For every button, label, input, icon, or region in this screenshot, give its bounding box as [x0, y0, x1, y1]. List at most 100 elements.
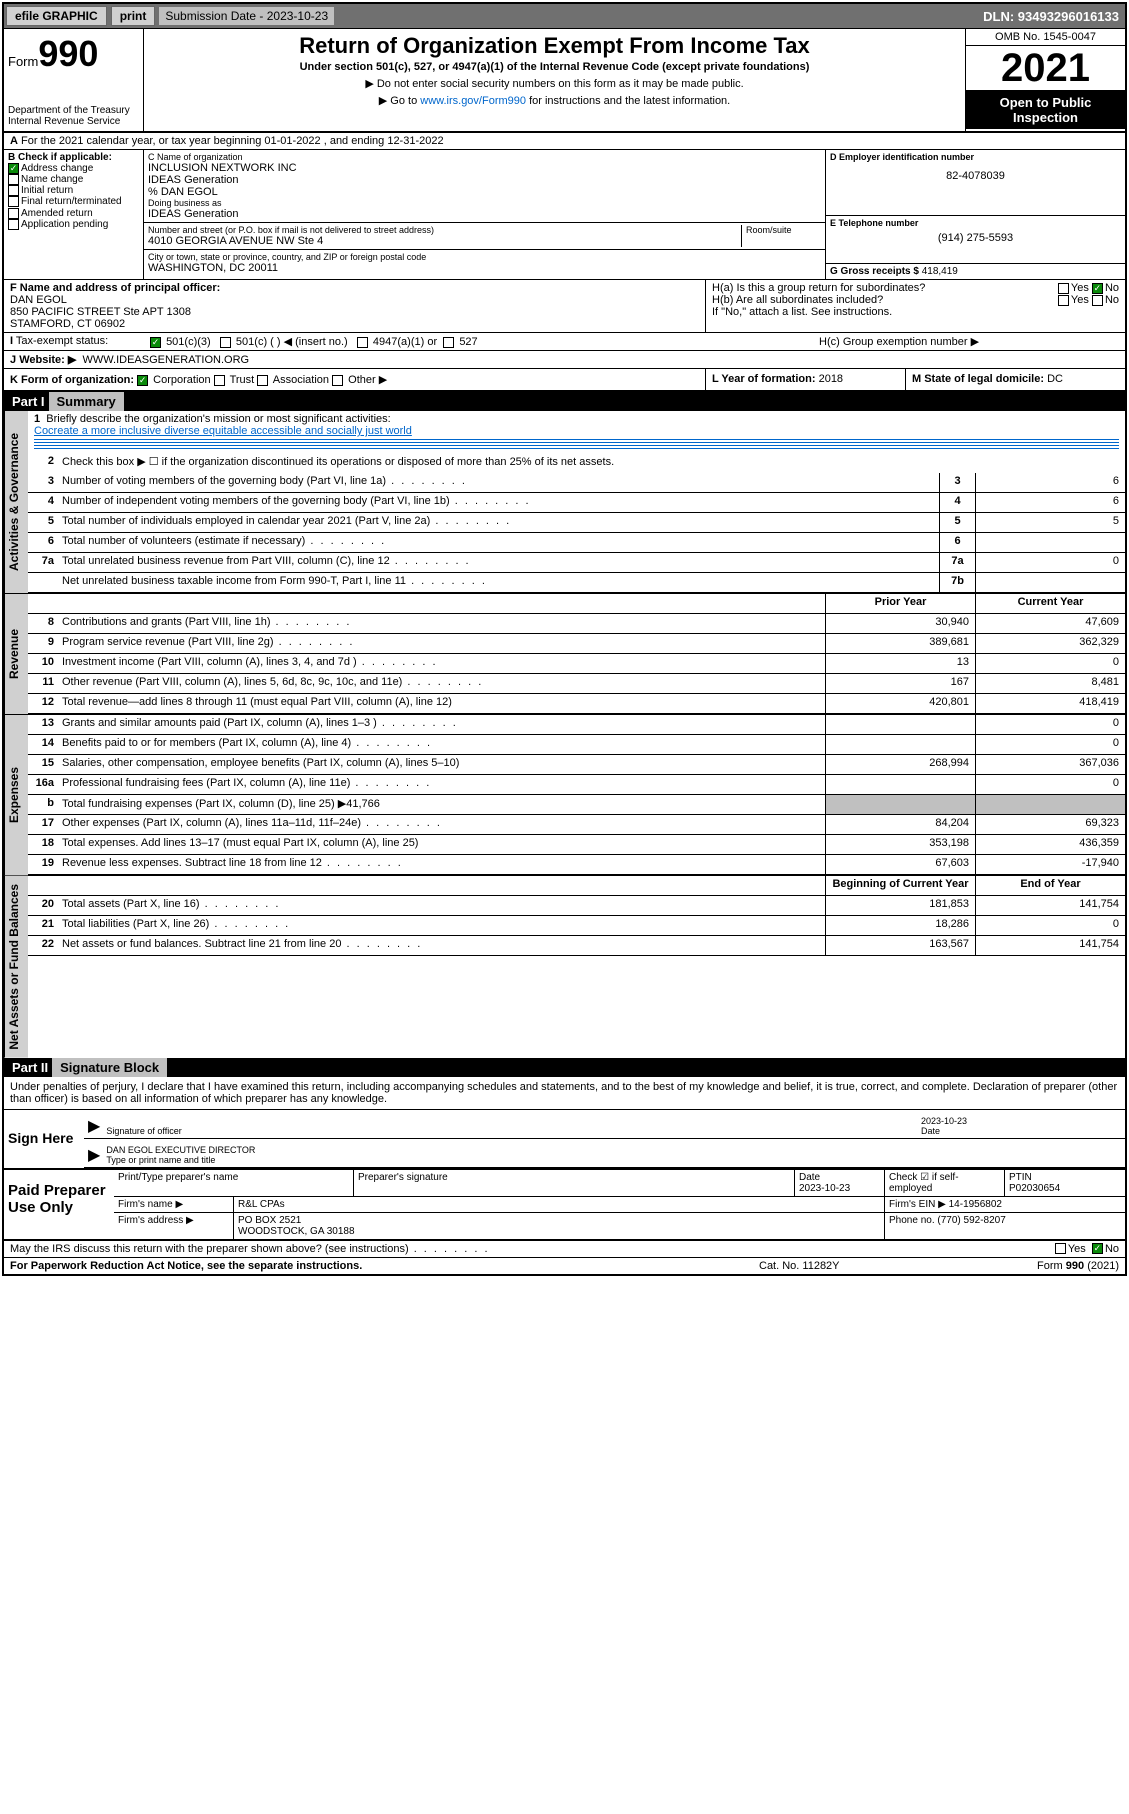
- val-11p: 167: [825, 674, 975, 693]
- val-20e: 141,754: [975, 896, 1125, 915]
- chk-501c[interactable]: [220, 337, 231, 348]
- val-15c: 367,036: [975, 755, 1125, 774]
- irs-link[interactable]: www.irs.gov/Form990: [420, 95, 526, 107]
- chk-527[interactable]: [443, 337, 454, 348]
- chk-app-pending[interactable]: [8, 219, 19, 230]
- sig-declaration: Under penalties of perjury, I declare th…: [4, 1077, 1125, 1110]
- chk-hb-no[interactable]: [1092, 295, 1103, 306]
- line-1-mission: 1 Briefly describe the organization's mi…: [28, 411, 1125, 453]
- chk-501c3[interactable]: [150, 337, 161, 348]
- sig-date-field: 2023-10-23Date: [921, 1116, 1121, 1136]
- chk-name-change[interactable]: [8, 174, 19, 185]
- val-16ap: [825, 775, 975, 794]
- val-5: 5: [975, 513, 1125, 532]
- form-number: Form990: [8, 33, 139, 75]
- box-f-officer: F Name and address of principal officer:…: [4, 280, 705, 332]
- line-6: Total number of volunteers (estimate if …: [58, 533, 939, 552]
- line-16b: Total fundraising expenses (Part IX, col…: [58, 795, 825, 814]
- sign-here-label: Sign Here: [4, 1110, 84, 1168]
- line-11: Other revenue (Part VIII, column (A), li…: [58, 674, 825, 693]
- submission-date: Submission Date - 2023-10-23: [159, 7, 334, 25]
- box-k-form-org: K Form of organization: Corporation Trus…: [4, 369, 705, 390]
- chk-corp[interactable]: [137, 375, 148, 386]
- val-22e: 141,754: [975, 936, 1125, 955]
- chk-ha-no[interactable]: [1092, 283, 1103, 294]
- firm-addr: PO BOX 2521WOODSTOCK, GA 30188: [234, 1213, 885, 1239]
- firm-name-lbl: Firm's name ▶: [114, 1197, 234, 1212]
- val-18p: 353,198: [825, 835, 975, 854]
- box-h-group: H(a) Is this a group return for subordin…: [705, 280, 1125, 332]
- line-13: Grants and similar amounts paid (Part IX…: [58, 715, 825, 734]
- part2-header: Part IISignature Block: [4, 1058, 1125, 1077]
- line-10: Investment income (Part VIII, column (A)…: [58, 654, 825, 673]
- val-18c: 436,359: [975, 835, 1125, 854]
- part1-header: Part ISummary: [4, 392, 1125, 411]
- val-14p: [825, 735, 975, 754]
- chk-assoc[interactable]: [257, 375, 268, 386]
- val-13c: 0: [975, 715, 1125, 734]
- line-5: Total number of individuals employed in …: [58, 513, 939, 532]
- chk-other[interactable]: [332, 375, 343, 386]
- firm-addr-lbl: Firm's address ▶: [114, 1213, 234, 1239]
- prep-ptin: PTINP02030654: [1005, 1170, 1125, 1196]
- line-12: Total revenue—add lines 8 through 11 (mu…: [58, 694, 825, 713]
- efile-label: efile GRAPHIC: [6, 6, 107, 26]
- tax-year: 2021: [966, 46, 1125, 91]
- hdr-current-year: Current Year: [975, 594, 1125, 613]
- chk-initial-return[interactable]: [8, 185, 19, 196]
- top-toolbar: efile GRAPHIC print Submission Date - 20…: [4, 4, 1125, 29]
- val-20b: 181,853: [825, 896, 975, 915]
- chk-amended[interactable]: [8, 208, 19, 219]
- val-16bc: [975, 795, 1125, 814]
- val-19p: 67,603: [825, 855, 975, 874]
- chk-discuss-no[interactable]: [1092, 1243, 1103, 1254]
- box-m-state: M State of legal domicile: DC: [905, 369, 1125, 390]
- box-l-year: L Year of formation: 2018: [705, 369, 905, 390]
- val-4: 6: [975, 493, 1125, 512]
- prep-sig-hdr: Preparer's signature: [354, 1170, 795, 1196]
- chk-4947[interactable]: [357, 337, 368, 348]
- line-8: Contributions and grants (Part VIII, lin…: [58, 614, 825, 633]
- chk-final-return[interactable]: [8, 196, 19, 207]
- line-15: Salaries, other compensation, employee b…: [58, 755, 825, 774]
- hdr-prior-year: Prior Year: [825, 594, 975, 613]
- val-6: [975, 533, 1125, 552]
- box-b-checkboxes: B Check if applicable: Address change Na…: [4, 150, 144, 279]
- val-12c: 418,419: [975, 694, 1125, 713]
- val-8c: 47,609: [975, 614, 1125, 633]
- form-subtitle: Under section 501(c), 527, or 4947(a)(1)…: [148, 61, 961, 73]
- sig-arrow-icon-2: ▶: [88, 1145, 100, 1165]
- line-22: Net assets or fund balances. Subtract li…: [58, 936, 825, 955]
- hdr-end: End of Year: [975, 876, 1125, 895]
- chk-trust[interactable]: [214, 375, 225, 386]
- print-button[interactable]: print: [111, 6, 156, 26]
- prep-date: Date2023-10-23: [795, 1170, 885, 1196]
- box-c-org-info: C Name of organization INCLUSION NEXTWOR…: [144, 150, 825, 279]
- sig-officer-field[interactable]: Signature of officer: [106, 1116, 921, 1136]
- val-17p: 84,204: [825, 815, 975, 834]
- box-de-ids: D Employer identification number 82-4078…: [825, 150, 1125, 279]
- val-10p: 13: [825, 654, 975, 673]
- line-21: Total liabilities (Part X, line 26): [58, 916, 825, 935]
- val-15p: 268,994: [825, 755, 975, 774]
- val-3: 6: [975, 473, 1125, 492]
- chk-discuss-yes[interactable]: [1055, 1243, 1066, 1254]
- sig-arrow-icon: ▶: [88, 1116, 100, 1136]
- department-label: Department of the Treasury Internal Reve…: [8, 105, 139, 127]
- sig-name-field: DAN EGOL EXECUTIVE DIRECTORType or print…: [106, 1145, 1121, 1165]
- chk-address-change[interactable]: [8, 163, 19, 174]
- dln-number: DLN: 93493296016133: [977, 7, 1125, 26]
- val-11c: 8,481: [975, 674, 1125, 693]
- line-19: Revenue less expenses. Subtract line 18 …: [58, 855, 825, 874]
- line-20: Total assets (Part X, line 16): [58, 896, 825, 915]
- footer: For Paperwork Reduction Act Notice, see …: [4, 1258, 1125, 1274]
- row-a-period: A For the 2021 calendar year, or tax yea…: [4, 133, 1125, 150]
- val-21e: 0: [975, 916, 1125, 935]
- val-17c: 69,323: [975, 815, 1125, 834]
- val-16bp: [825, 795, 975, 814]
- chk-ha-yes[interactable]: [1058, 283, 1069, 294]
- vtab-activities: Activities & Governance: [4, 411, 28, 593]
- line-3: Number of voting members of the governin…: [58, 473, 939, 492]
- chk-hb-yes[interactable]: [1058, 295, 1069, 306]
- val-7b: [975, 573, 1125, 592]
